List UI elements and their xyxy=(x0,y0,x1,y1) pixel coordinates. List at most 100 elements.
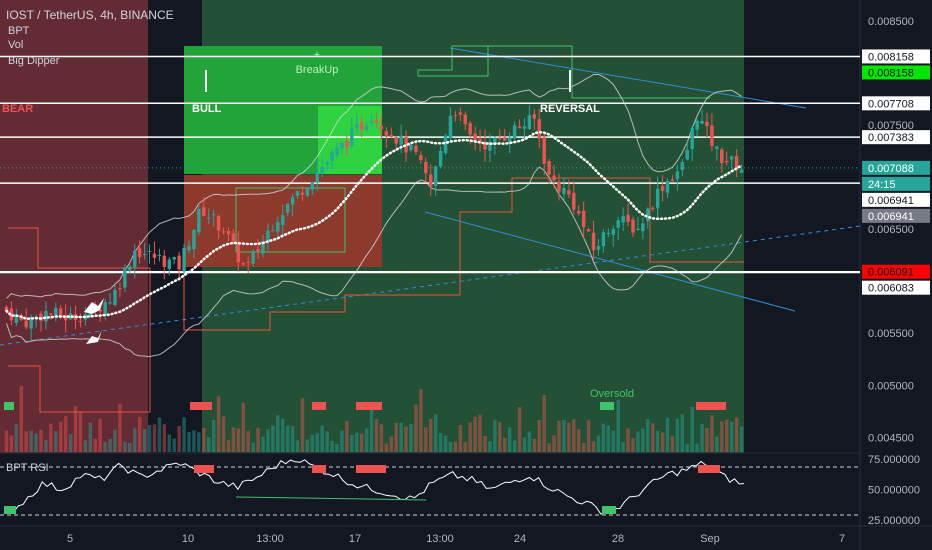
volume-bar xyxy=(128,443,132,452)
candle-body xyxy=(438,150,443,167)
volume-bar xyxy=(207,437,211,452)
candle-body xyxy=(670,179,675,182)
volume-bar xyxy=(108,439,112,452)
candle-body xyxy=(641,223,645,232)
candle-body xyxy=(646,208,650,221)
rsi-signal-marker xyxy=(4,506,16,514)
candle-body xyxy=(512,125,517,139)
candle-body xyxy=(463,114,467,125)
candle-body xyxy=(310,182,315,190)
breakup-plus: + xyxy=(314,49,320,61)
volume-bar xyxy=(241,402,245,452)
reversal-step-outline xyxy=(417,45,710,99)
volume-bar xyxy=(384,443,389,452)
volume-bar xyxy=(626,428,630,452)
price-tick-label: 0.006500 xyxy=(868,224,914,236)
candle-body xyxy=(443,135,448,153)
price-level-label: 0.008158 xyxy=(868,51,914,63)
volume-bar xyxy=(187,431,191,452)
volume-bar xyxy=(59,421,63,452)
volume-bar xyxy=(98,418,102,452)
volume-bar xyxy=(285,425,290,452)
volume-bar xyxy=(616,399,620,452)
candle-body xyxy=(350,128,354,146)
candle-body xyxy=(162,255,167,267)
time-axis[interactable]: 5 10 13:00 17 13:00 24 28 Sep 7 xyxy=(67,533,845,545)
volume-bars xyxy=(4,385,744,452)
volume-bar xyxy=(295,440,300,452)
time-tick-label: 10 xyxy=(182,533,194,545)
volume-bar xyxy=(734,417,739,452)
volume-bar xyxy=(488,441,492,452)
candle-body xyxy=(680,162,685,170)
candle-body xyxy=(261,240,265,254)
candle-body xyxy=(690,127,694,150)
volume-bar xyxy=(359,433,364,452)
candle-body xyxy=(231,233,236,241)
candle-body xyxy=(655,188,660,209)
volume-bar xyxy=(725,419,729,452)
volume-bar xyxy=(670,436,675,452)
moving-average xyxy=(5,130,743,321)
candle-body xyxy=(739,169,744,173)
volume-bar xyxy=(665,417,670,452)
volume-bar xyxy=(182,417,186,452)
volume-bar xyxy=(424,427,428,452)
volume-bar xyxy=(739,426,744,452)
price-level-badge xyxy=(862,208,930,223)
volume-bar xyxy=(483,436,487,452)
volume-bar xyxy=(197,432,201,452)
candle-body xyxy=(108,302,112,304)
volume-bar xyxy=(345,421,349,452)
rsi-tick-label: 75.000000 xyxy=(868,454,920,466)
volume-bar xyxy=(448,441,453,452)
candle-body xyxy=(369,121,374,123)
bull-flag-marker xyxy=(84,298,104,314)
volume-bar xyxy=(281,418,285,452)
candle-body xyxy=(562,188,566,194)
volume-bar xyxy=(78,411,83,452)
candle-body xyxy=(596,246,601,250)
rsi-signal-marker xyxy=(602,506,616,514)
volume-bar xyxy=(162,424,167,452)
volume-bar xyxy=(562,420,566,452)
volume-bar xyxy=(261,436,265,452)
candle-body xyxy=(137,248,142,258)
rsi-tick-label: 50.000000 xyxy=(868,485,920,497)
candle-body xyxy=(335,147,339,155)
volume-bar xyxy=(4,430,9,452)
price-axis[interactable]: 0.008500 0.007500 0.006500 0.005500 0.005000… xyxy=(862,16,930,445)
indicator-label-bpt: BPT xyxy=(8,25,30,37)
volume-bar xyxy=(335,443,339,452)
candle-body xyxy=(197,208,201,233)
volume-bar xyxy=(271,425,275,452)
candle-body xyxy=(468,123,472,135)
volume-bar xyxy=(636,431,640,452)
volume-bar xyxy=(715,436,719,452)
indicator-label-big-dipper: Big Dipper xyxy=(8,55,60,67)
signal-marker xyxy=(190,402,212,410)
price-level-badge xyxy=(862,96,930,111)
volume-bar xyxy=(310,434,315,452)
volume-bar xyxy=(399,422,403,452)
rsi-tick-label: 25.000000 xyxy=(868,515,920,527)
candle-body xyxy=(128,266,132,271)
volume-bar xyxy=(532,438,537,452)
candle-body xyxy=(118,288,122,290)
candle-body xyxy=(542,137,546,164)
volume-bar xyxy=(266,429,270,452)
price-level-label: 0.007088 xyxy=(868,163,914,175)
candle-body xyxy=(14,315,19,323)
volume-bar xyxy=(409,423,413,452)
volume-bar xyxy=(503,437,507,452)
price-tick-label: 0.004500 xyxy=(868,432,914,444)
rsi-signal-marker xyxy=(356,465,386,473)
rsi-signal-marker xyxy=(312,465,326,473)
price-level-badge xyxy=(862,280,930,295)
volume-bar xyxy=(236,428,241,452)
candle-body xyxy=(478,138,482,143)
volume-bar xyxy=(478,414,482,452)
volume-bar xyxy=(498,422,502,452)
